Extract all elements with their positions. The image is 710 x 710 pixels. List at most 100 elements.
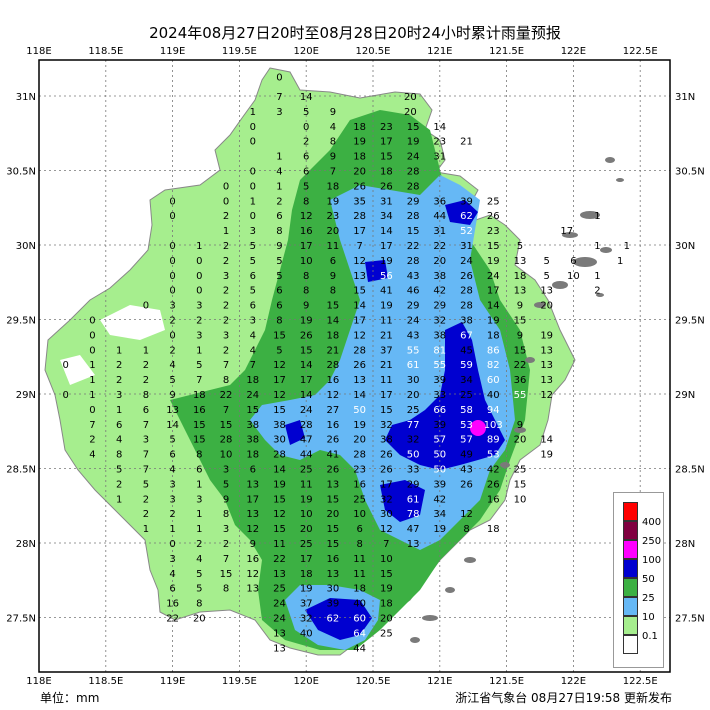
station-value: 20	[353, 167, 366, 178]
station-value: 18	[380, 599, 393, 610]
station-value: 2	[116, 479, 122, 490]
station-value: 22	[273, 554, 286, 565]
station-values: 07 14 201 3 5 9 200 0 4 18 23 15 140 2 8 19 17 19 23 211 6 9 1…	[63, 73, 630, 655]
station-value: 2	[116, 375, 122, 386]
station-value: 29	[407, 301, 420, 312]
station-value: 15	[353, 286, 366, 297]
station-value: 20	[514, 435, 527, 446]
station-value: 14	[166, 420, 179, 431]
station-value: 19	[407, 137, 420, 148]
station-value: 14	[353, 390, 366, 401]
station-value: 2	[223, 539, 229, 550]
station-value: 1	[196, 524, 202, 535]
station-value: 20	[327, 226, 340, 237]
station-value: 2	[303, 137, 309, 148]
station-value: 6	[250, 465, 256, 476]
station-value: 18	[300, 569, 313, 580]
station-value: 12	[327, 390, 340, 401]
station-value: 17	[300, 554, 313, 565]
station-value: 0	[196, 286, 202, 297]
station-value: 24	[407, 152, 420, 163]
station-value: 57	[460, 435, 473, 446]
station-value: 89	[487, 435, 500, 446]
station-value: 2	[143, 509, 149, 520]
station-value: 40	[300, 628, 313, 639]
station-value: 25	[300, 465, 313, 476]
station-value: 4	[169, 569, 175, 580]
station-value: 39	[433, 479, 446, 490]
lon-tick-label: 120.5E	[356, 676, 391, 687]
station-value: 26	[487, 211, 500, 222]
issuer-credit: 浙江省气象台 08月27日19:58 更新发布	[455, 691, 672, 705]
lon-tick-label: 121E	[427, 46, 452, 57]
lat-tick-label: 28N	[16, 539, 36, 550]
lat-tick-label: 30N	[675, 241, 695, 252]
station-value: 2	[223, 316, 229, 327]
station-value: 28	[220, 435, 233, 446]
station-value: 57	[433, 435, 446, 446]
station-value: 94	[487, 405, 500, 416]
station-value: 22	[220, 390, 233, 401]
station-value: 39	[327, 599, 340, 610]
station-value: 4	[169, 465, 175, 476]
station-value: 40	[353, 599, 366, 610]
lon-tick-label: 120E	[293, 676, 318, 687]
station-value: 15	[407, 226, 420, 237]
station-value: 2	[223, 256, 229, 267]
station-value: 31	[433, 226, 446, 237]
station-value: 62	[327, 614, 340, 625]
station-value: 18	[487, 524, 500, 535]
legend: 400 250 100 50 25 10 0.1	[613, 492, 664, 668]
station-value: 16	[327, 420, 340, 431]
station-value: 4	[89, 450, 95, 461]
station-value: 38	[246, 420, 259, 431]
station-value: 17	[380, 137, 393, 148]
station-value: 9	[169, 390, 175, 401]
station-value: 23	[487, 226, 500, 237]
station-value: 15	[487, 241, 500, 252]
station-value: 1	[223, 226, 229, 237]
station-value: 8	[196, 599, 202, 610]
station-value: 2	[143, 375, 149, 386]
station-value: 8	[276, 316, 282, 327]
station-value: 16	[487, 494, 500, 505]
station-value: 19	[300, 316, 313, 327]
station-value: 40	[487, 390, 500, 401]
station-value: 42	[433, 286, 446, 297]
station-value: 33	[407, 465, 420, 476]
station-value: 18	[193, 390, 206, 401]
station-value: 55	[514, 390, 527, 401]
station-value: 8	[143, 390, 149, 401]
station-value: 0	[89, 330, 95, 341]
station-value: 2	[223, 345, 229, 356]
station-value: 0	[63, 360, 69, 371]
station-value: 0	[250, 211, 256, 222]
station-value: 15	[380, 569, 393, 580]
station-value: 37	[300, 599, 313, 610]
station-value: 5	[143, 479, 149, 490]
station-value: 15	[246, 405, 259, 416]
station-value: 28	[407, 211, 420, 222]
legend-label: 100	[642, 555, 662, 566]
lat-tick-label: 29.5N	[6, 316, 36, 327]
station-value: 0	[250, 137, 256, 148]
station-value: 17	[380, 479, 393, 490]
station-value: 23	[433, 137, 446, 148]
station-value: 5	[543, 271, 549, 282]
station-value: 42	[487, 465, 500, 476]
station-value: 7	[143, 465, 149, 476]
station-value: 17	[380, 390, 393, 401]
station-value: 15	[327, 301, 340, 312]
station-value: 55	[407, 345, 420, 356]
station-value: 10	[300, 509, 313, 520]
station-value: 60	[487, 375, 500, 386]
station-value: 1	[617, 256, 623, 267]
lon-tick-label: 122.5E	[623, 676, 658, 687]
station-value: 5	[223, 479, 229, 490]
station-value: 0	[89, 405, 95, 416]
station-value: 17	[300, 241, 313, 252]
station-value: 4	[169, 360, 175, 371]
station-value: 50	[407, 450, 420, 461]
station-value: 14	[300, 360, 313, 371]
station-value: 0	[169, 539, 175, 550]
